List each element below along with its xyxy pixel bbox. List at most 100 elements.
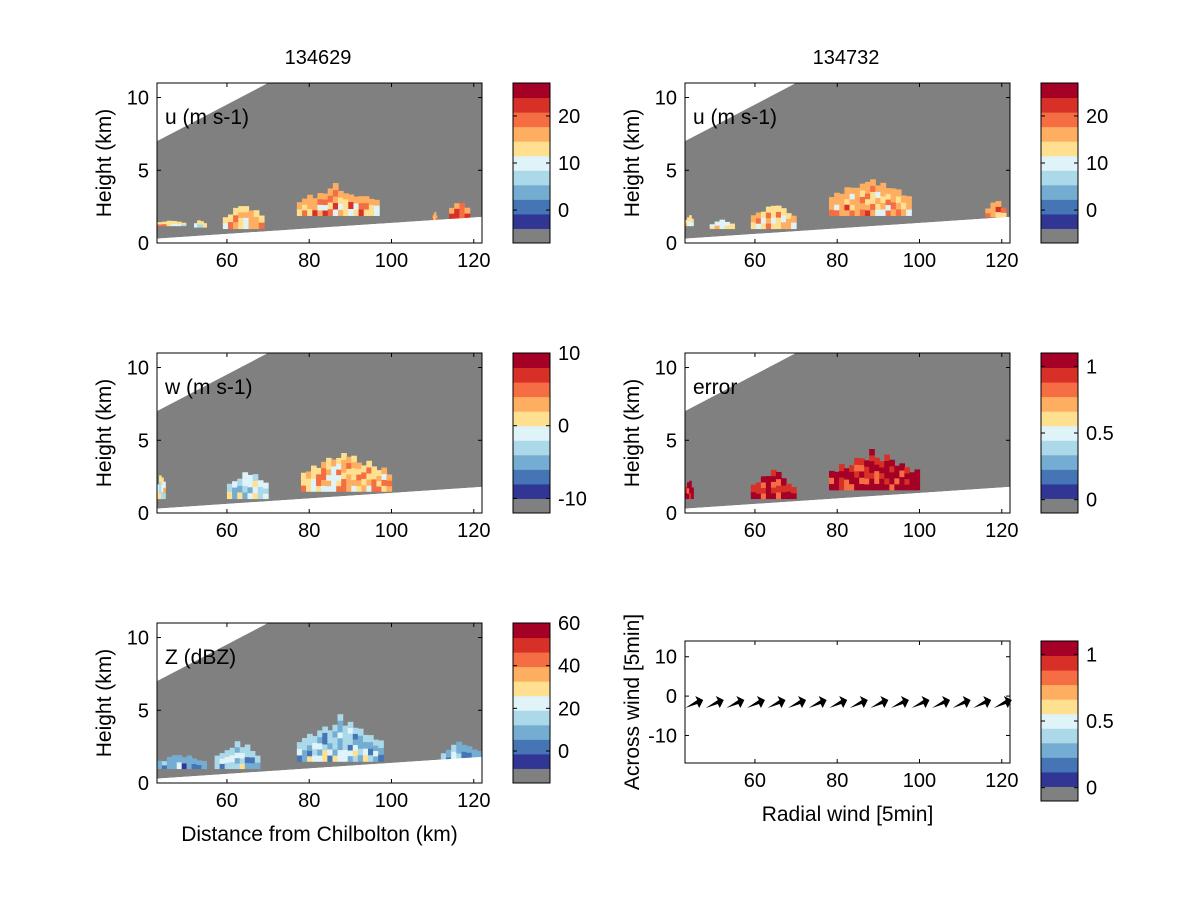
echo-cell [302,204,308,211]
echo-cell [459,208,466,214]
echo-cell [366,485,372,492]
echo-cell [300,472,307,480]
echo-cell [163,487,166,494]
echo-cell [904,478,911,485]
colorbar-cell [1041,396,1078,412]
echo-cell [874,464,880,472]
colorbar-cell [513,396,550,412]
panel-u-134629: u (m s-1) 60 80 100 120 0 5 10 Height (km) 0 10 20 [93,82,580,272]
echo-cell [904,484,911,491]
echo-cell [332,208,339,216]
echo-cell [386,480,393,487]
echo-cell [844,198,851,205]
echo-cell [780,491,787,500]
wind-arrow [705,695,724,708]
echo-cell [906,208,912,216]
echo-cell [159,475,162,482]
echo-cell [884,460,890,467]
echo-cell [890,208,897,216]
echo-cell [378,754,384,762]
scan-region [157,623,482,779]
echo-cell [864,193,871,200]
echo-cell [257,480,264,487]
echo-cell [786,218,792,224]
x-tick-label: 60 [216,790,238,812]
colorbar-tick-label: 0 [1086,200,1097,222]
echo-cell [327,201,334,210]
colorbar-tick-label: 1 [1086,356,1097,378]
colorbar-tick-label: 0 [558,200,569,222]
panel-label: Z (dBZ) [165,646,236,669]
echo-cell [232,486,238,494]
scan-region [157,353,482,509]
echo-cell [687,221,690,227]
echo-cell [849,204,856,211]
echo-cell [352,744,359,751]
echo-cell [859,464,865,472]
echo-cell [689,492,692,500]
colorbar-cell [1041,199,1078,215]
echo-cell [879,466,885,474]
echo-cell [828,477,835,485]
echo-cell [869,466,875,473]
echo-cell [242,491,249,500]
x-tick-label: 80 [826,250,848,272]
wind-arrow [973,695,992,708]
echo-cell [770,492,777,500]
echo-cell [332,730,339,738]
echo-cell [765,212,772,219]
echo-cell [338,203,344,210]
echo-cell [750,491,757,500]
echo-cell [879,478,885,485]
colorbar-cell [1041,97,1078,113]
colorbar-cell [1041,641,1078,657]
echo-cell [844,192,851,200]
echo-cell [336,469,342,476]
ground-wedge [685,486,1010,513]
colorbar-cell [513,652,550,668]
y-axis-label: Height (km) [621,109,644,218]
echo-cell [166,223,172,227]
echo-cell [709,224,716,227]
echo-cell [327,755,334,762]
echo-cell [839,209,846,216]
echo-cell [352,755,359,762]
echo-cell [755,482,762,489]
colorbar-cell [513,155,550,171]
colorbar-cell [1041,170,1078,186]
echo-cell [351,473,357,480]
echo-cell [775,217,782,224]
echo-cell [219,758,226,764]
echo-cell [342,749,349,756]
axes-frame [684,640,1011,764]
echo-cell [331,484,337,492]
echo-cell [869,454,875,462]
echo-cell [312,754,318,762]
echo-cell [203,225,207,228]
echo-cell [201,760,207,766]
echo-cell [161,491,164,500]
echo-cell [884,472,890,479]
x-tick-label: 100 [375,790,408,812]
echo-cell [307,194,313,203]
echo-cell [904,467,911,474]
y-tick-label: 10 [655,88,677,110]
echo-cell [326,480,332,487]
colorbar-tick-label: 40 [558,656,580,678]
echo-cell [376,485,383,492]
echo-cell [307,744,313,751]
echo-cell [899,476,906,484]
echo-cell [371,466,378,474]
colorbar-cell [513,213,550,229]
echo-cell [687,493,690,500]
echo-cell [854,470,860,478]
echo-cell [378,747,384,755]
echo-cell [854,187,861,194]
echo-cell [233,221,239,230]
echo-cell [186,755,193,763]
echo-cell [786,213,792,219]
colorbar-cell [513,411,550,427]
echo-cell [859,458,865,466]
echo-cell [914,469,921,477]
echo-cell [371,478,378,486]
